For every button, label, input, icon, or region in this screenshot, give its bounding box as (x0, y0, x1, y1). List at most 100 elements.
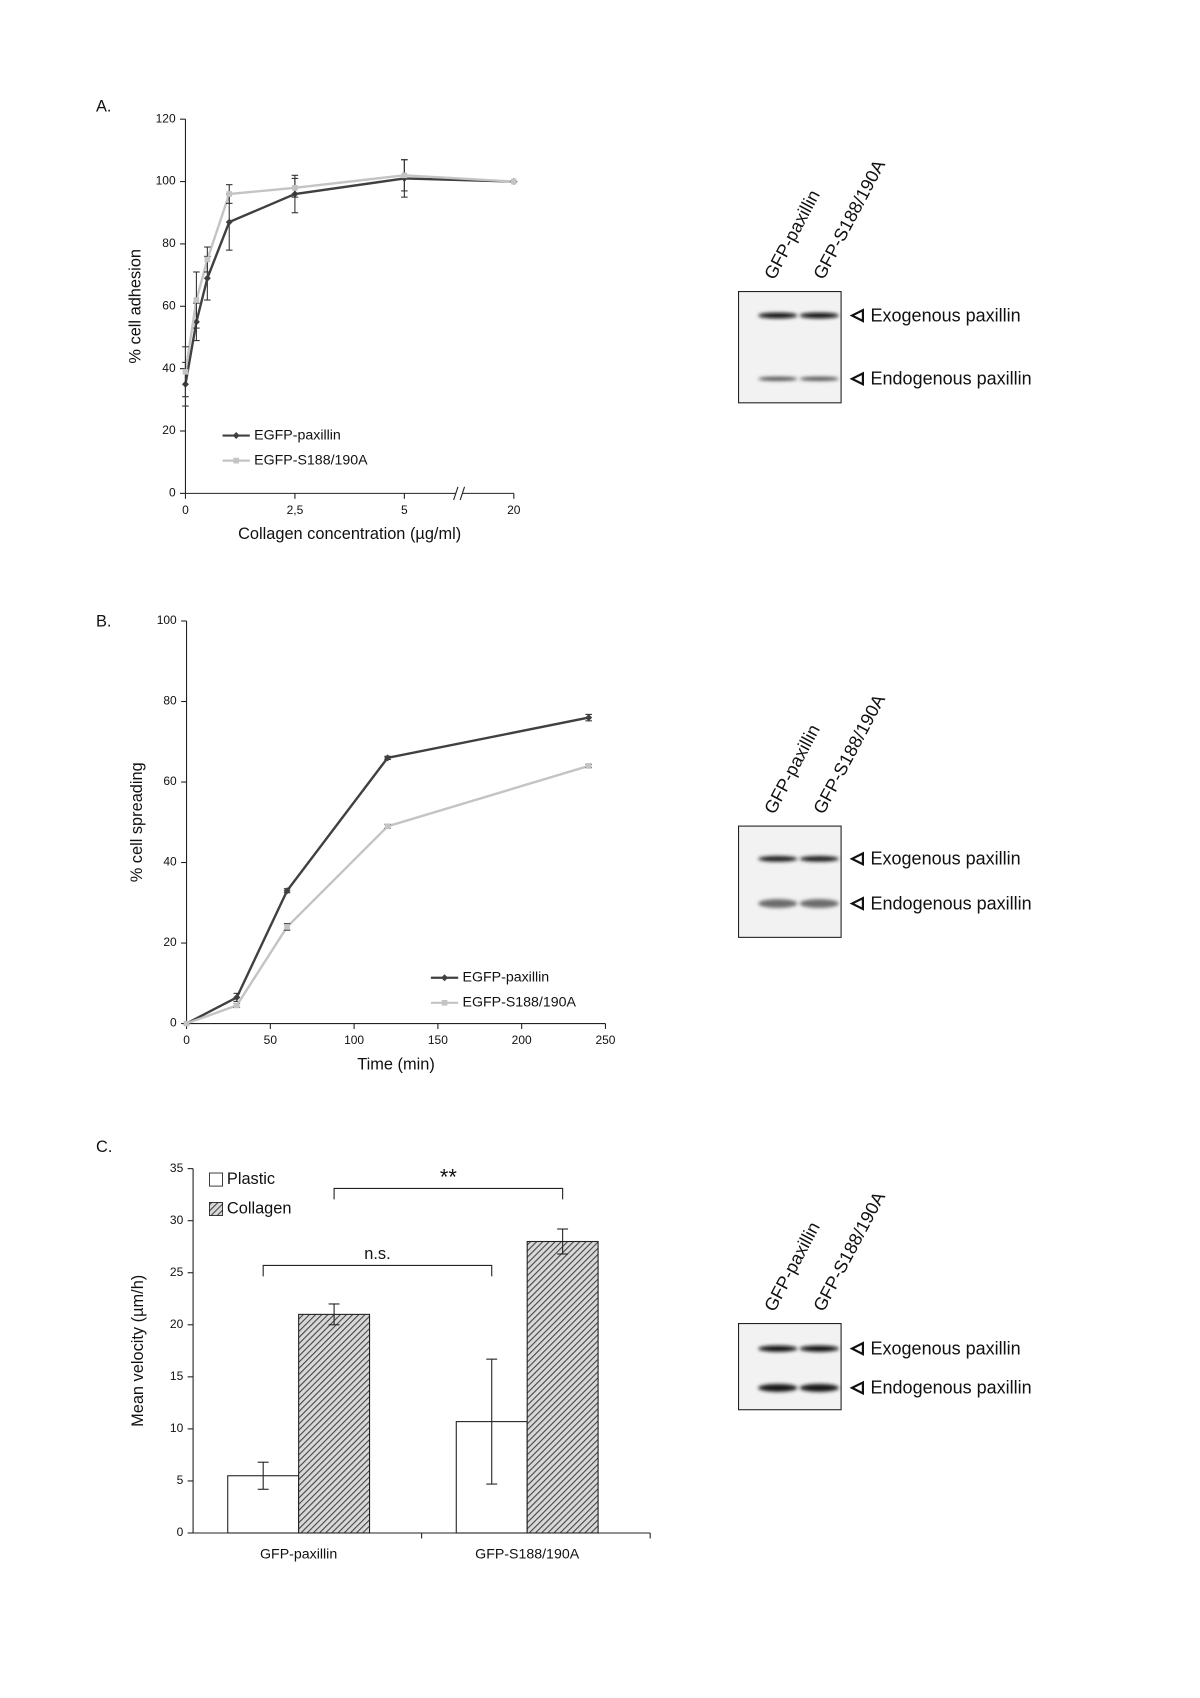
x-tick-label: 100 (344, 1033, 364, 1047)
marker (585, 714, 593, 722)
marker (384, 823, 391, 830)
bar (298, 1313, 371, 1534)
legend-label: EGFP-S188/190A (463, 995, 577, 1011)
y-tick-label: 40 (162, 361, 176, 375)
blot-membrane (738, 825, 842, 938)
x-tick-label: 200 (512, 1033, 532, 1047)
panel-label: A. (96, 98, 111, 116)
x-tick-label: 250 (595, 1033, 615, 1047)
band-arrow (849, 851, 864, 867)
lane-label: GFP-S188/190A (809, 157, 889, 283)
band-label: Exogenous paxillin (871, 849, 1021, 869)
y-axis-title: % cell adhesion (127, 249, 145, 364)
y-tick-label: 120 (156, 111, 176, 125)
blot-band (799, 312, 839, 319)
y-axis-title: % cell spreading (128, 762, 146, 882)
x-tick-label: GFP-paxillin (260, 1547, 337, 1563)
blot-membrane (738, 290, 842, 404)
band-arrow (849, 308, 864, 323)
y-tick-label: 20 (170, 1317, 184, 1331)
significance-label: n.s. (364, 1245, 390, 1263)
legend-label: EGFP-S188/190A (254, 452, 368, 468)
band-label: Endogenous paxillin (871, 1378, 1032, 1398)
marker (283, 887, 291, 895)
blot-band (799, 1383, 839, 1392)
y-tick-label: 80 (163, 694, 177, 708)
marker (232, 432, 240, 440)
significance-bracket (262, 1264, 493, 1277)
blot-band (758, 1383, 798, 1392)
marker (441, 999, 448, 1006)
y-tick-label: 30 (170, 1213, 184, 1227)
marker (284, 924, 290, 930)
y-tick-label: 100 (156, 174, 176, 188)
blot-band (758, 376, 798, 381)
marker (441, 974, 449, 982)
x-tick-label: 5 (401, 503, 408, 517)
blot-band (799, 376, 839, 381)
band-label: Endogenous paxillin (871, 369, 1032, 389)
y-tick-label: 5 (177, 1473, 184, 1487)
marker (183, 1020, 190, 1027)
x-tick-label: 150 (428, 1033, 448, 1047)
x-tick-label: 50 (264, 1033, 278, 1047)
y-tick-label: 100 (157, 613, 177, 627)
y-tick-label: 20 (162, 423, 176, 437)
x-axis-title: Time (min) (357, 1055, 435, 1073)
marker (401, 172, 408, 179)
band-arrow (849, 1380, 864, 1396)
y-tick-label: 80 (162, 236, 176, 250)
marker (204, 256, 211, 263)
y-tick-label: 25 (170, 1265, 184, 1279)
y-tick-label: 0 (169, 486, 176, 500)
marker (233, 1002, 240, 1009)
axis-break (453, 486, 459, 501)
legend-label: EGFP-paxillin (254, 427, 341, 443)
y-tick-label: 20 (163, 935, 177, 949)
lane-label: GFP-S188/190A (809, 691, 889, 817)
blot-band (758, 899, 798, 908)
panel-label: B. (96, 612, 111, 630)
x-axis-title: Collagen concentration (µg/ml) (238, 525, 461, 543)
y-tick-label: 40 (163, 855, 177, 869)
blot-band (758, 1345, 798, 1352)
y-axis-title: Mean velocity (µm/h) (129, 1275, 147, 1427)
y-tick-label: 0 (170, 1016, 177, 1030)
marker (193, 297, 200, 303)
band-label: Exogenous paxillin (871, 1338, 1021, 1358)
legend-label: EGFP-paxillin (463, 969, 550, 985)
y-tick-label: 10 (170, 1421, 184, 1435)
legend-label: Plastic (227, 1170, 275, 1188)
marker (585, 763, 592, 769)
series-line (184, 174, 514, 372)
band-arrow (849, 1341, 864, 1356)
band-label: Endogenous paxillin (871, 893, 1032, 913)
marker (292, 184, 298, 191)
blot-band (799, 899, 839, 908)
marker (233, 457, 240, 464)
x-tick-label: 0 (183, 1033, 190, 1047)
x-tick-label: 0 (182, 503, 189, 517)
western-blot (738, 290, 842, 404)
blot-band (758, 855, 798, 862)
series-line (184, 177, 514, 385)
band-arrow (849, 896, 864, 911)
blot-band (799, 1345, 839, 1352)
bar (526, 1240, 599, 1534)
marker (182, 368, 189, 375)
band-label: Exogenous paxillin (871, 305, 1021, 325)
blot-membrane (738, 1322, 842, 1411)
x-tick-label: 20 (507, 503, 521, 517)
y-tick-label: 15 (170, 1369, 184, 1383)
western-blot (738, 825, 842, 938)
legend-swatch (209, 1172, 223, 1187)
legend-label: Collagen (227, 1199, 292, 1217)
marker (225, 218, 233, 226)
x-tick-label: GFP-S188/190A (475, 1547, 580, 1563)
legend-swatch (209, 1202, 223, 1216)
x-tick-label: 2,5 (287, 503, 304, 517)
western-blot (738, 1322, 842, 1411)
y-tick-label: 60 (162, 298, 176, 312)
significance-label: ** (440, 1164, 457, 1189)
